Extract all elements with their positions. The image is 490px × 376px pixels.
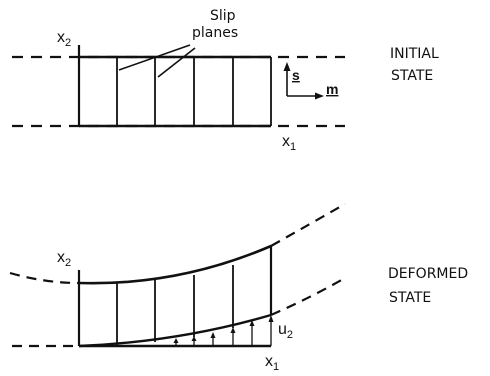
- s-vector-label: s: [292, 67, 300, 83]
- displacement-arrowhead: [230, 327, 236, 333]
- deformed-bottom-boundary: [78, 313, 272, 348]
- deformed-state-label-line2: STATE: [389, 290, 431, 306]
- displacement-arrowhead: [173, 338, 179, 343]
- x2-axis-label: x2: [57, 249, 71, 269]
- deformed-bottom-dashed-curve-right: [270, 277, 346, 317]
- deformed-top-boundary: [78, 244, 272, 285]
- m-arrowhead: [315, 92, 324, 100]
- slip-label-line1: Slip: [210, 8, 236, 24]
- slip-plane-leader-line: [118, 44, 191, 71]
- deformed-state-label-line1: DEFORMED: [388, 266, 468, 282]
- deformed-top-dashed-curve-left: [9, 271, 80, 285]
- displacement-arrows: [173, 315, 274, 346]
- x1-axis-label: x1: [265, 353, 279, 373]
- deformed-state-diagram: x2 x1 u2 DEFORMED STATE: [9, 203, 468, 373]
- slip-label-line2: planes: [192, 25, 238, 41]
- slip-plane-leader-line: [157, 47, 196, 78]
- displacement-arrowhead: [210, 332, 216, 338]
- displacement-arrowhead: [249, 320, 255, 326]
- deformed-top-dashed-curve-right: [270, 203, 346, 247]
- x1-axis-label: x1: [282, 133, 296, 153]
- displacement-arrowhead: [268, 315, 274, 322]
- slip-direction-indicator: s m: [283, 62, 338, 100]
- u2-displacement-label: u2: [278, 321, 293, 341]
- m-vector-label: m: [326, 81, 338, 97]
- displacement-arrowhead: [191, 336, 197, 341]
- initial-state-diagram: Slip planes x2 x1 s m INITIAL STATE: [12, 8, 439, 153]
- x2-axis-label: x2: [57, 29, 71, 49]
- initial-state-label-line1: INITIAL: [390, 46, 439, 62]
- s-arrowhead: [283, 62, 291, 71]
- initial-state-label-line2: STATE: [391, 68, 433, 84]
